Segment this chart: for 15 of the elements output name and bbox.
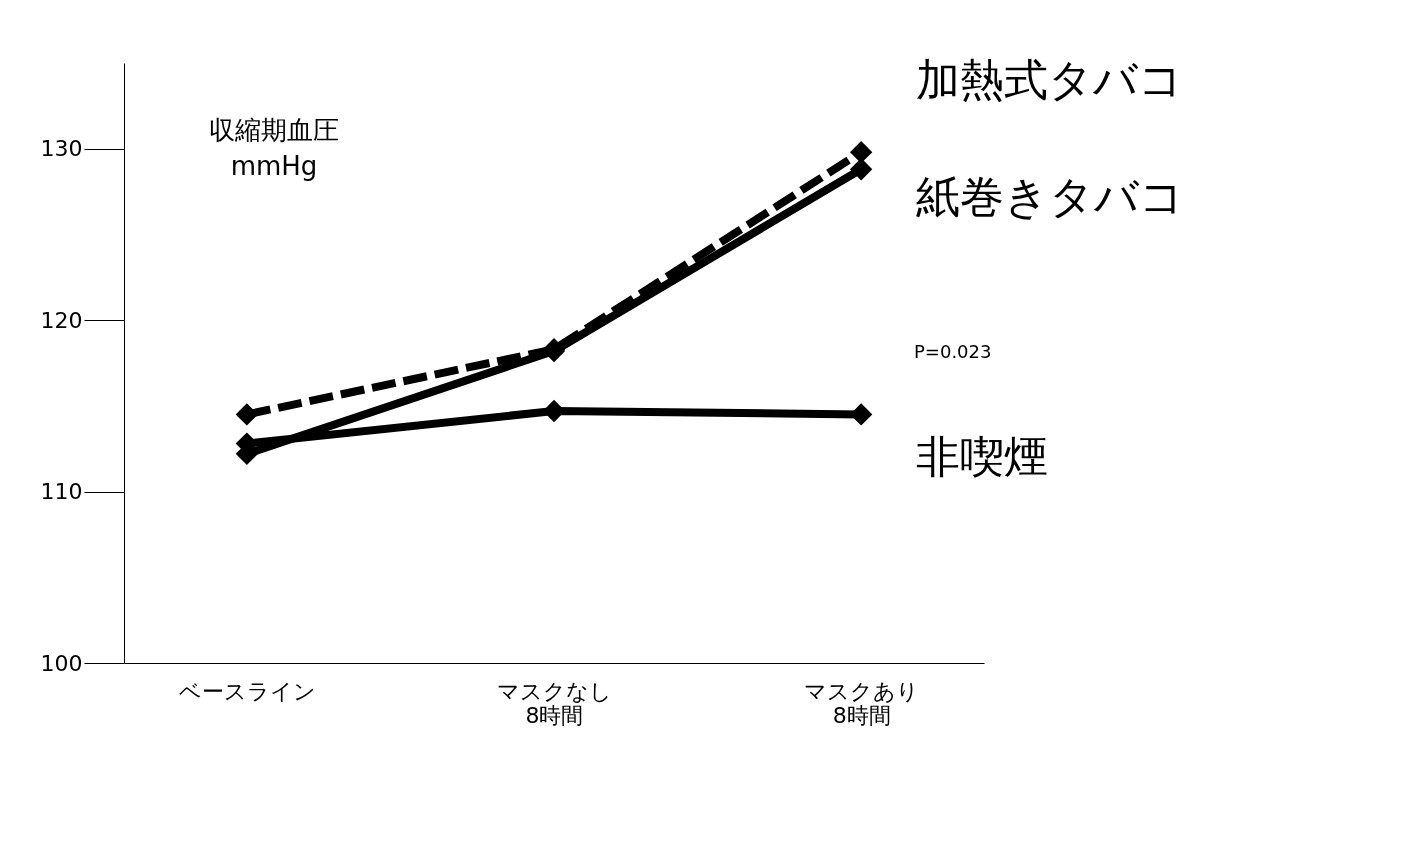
point (849, 140, 873, 164)
y-tick-label: 120 (40, 307, 83, 333)
series-label: 非喫煙 (916, 431, 1049, 483)
point (849, 158, 873, 181)
y-axis-title: 収縮期血圧 mmHg (209, 115, 339, 181)
series-label: 加熱式タバコ (916, 54, 1184, 106)
x-tick-label: マスクなし 8時間 (497, 678, 612, 728)
annotation: P=0.023 (914, 341, 992, 362)
x-tick-label: マスクあり 8時間 (804, 678, 920, 728)
y-tick-label: 110 (40, 479, 83, 505)
point (235, 403, 259, 426)
x-tick-label: ベースライン (178, 678, 316, 704)
y-tick-label: 100 (40, 650, 83, 676)
y-tick-label: 130 (40, 136, 83, 162)
series-label: 紙巻きタバコ (916, 171, 1185, 223)
